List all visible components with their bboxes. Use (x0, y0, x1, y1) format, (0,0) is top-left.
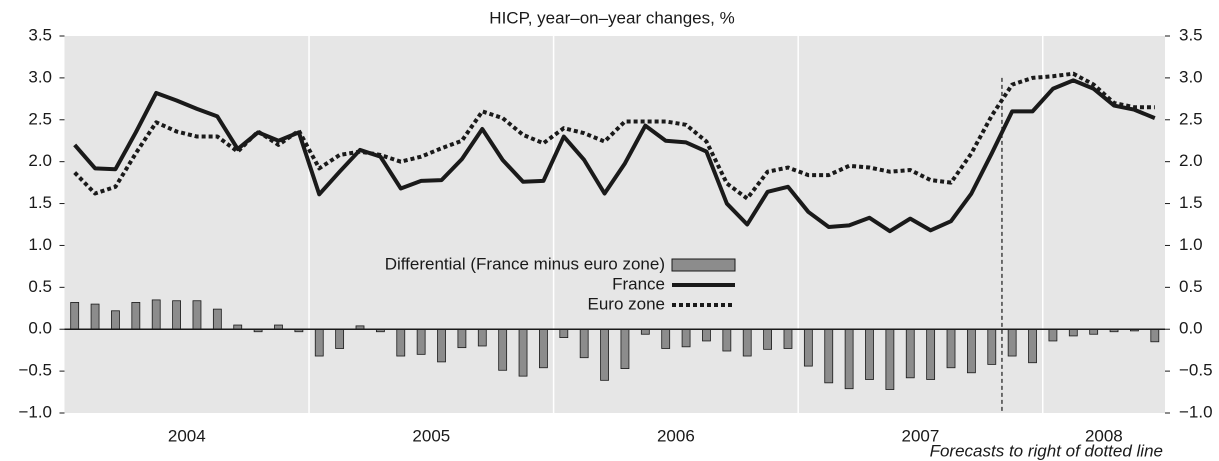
bar (722, 328, 732, 352)
x-tick-label: 2007 (902, 426, 940, 445)
y2-tick-label: 2.0 (1179, 151, 1203, 170)
legend-swatch (671, 258, 736, 272)
y2-tick-label: 3.0 (1179, 67, 1203, 86)
bar (70, 302, 80, 330)
bar (111, 310, 120, 330)
bar (457, 328, 467, 349)
bar (681, 328, 691, 348)
bar (966, 328, 976, 374)
y2-tick-label: 0.5 (1179, 277, 1203, 296)
bar (396, 328, 406, 357)
chart-title: HICP, year–on–year changes, % (489, 8, 734, 27)
bar (783, 328, 793, 349)
bar (661, 328, 671, 349)
bar (314, 328, 324, 357)
bar (987, 328, 997, 365)
bar (1007, 328, 1017, 357)
bar (905, 328, 915, 379)
bar (640, 328, 650, 335)
bar (498, 328, 508, 371)
bar (865, 328, 874, 380)
bar (477, 328, 487, 347)
legend-label: Euro zone (588, 294, 666, 313)
bar (539, 328, 548, 369)
bar (824, 328, 834, 384)
y-tick-label: 1.0 (28, 235, 52, 254)
bar (518, 328, 528, 377)
y2-tick-label: −1.0 (1179, 402, 1213, 421)
y2-tick-label: 2.5 (1179, 109, 1203, 128)
y2-tick-label: 1.0 (1179, 235, 1203, 254)
bar (702, 328, 711, 342)
bar (437, 328, 446, 363)
y-tick-label: −0.5 (18, 361, 52, 380)
bar (803, 328, 813, 367)
bar (1048, 328, 1058, 342)
legend-label: France (612, 274, 665, 293)
bar (946, 328, 956, 369)
y-tick-label: 1.5 (28, 193, 52, 212)
legend-label: Differential (France minus euro zone) (385, 254, 665, 273)
bar (620, 328, 630, 369)
bar (151, 299, 161, 330)
bar (1089, 328, 1099, 335)
bar (742, 328, 752, 357)
x-tick-label: 2005 (412, 426, 450, 445)
x-tick-label: 2008 (1085, 426, 1123, 445)
plot-area (64, 36, 1165, 413)
bar (579, 328, 589, 359)
bar (885, 328, 895, 390)
y2-tick-label: −0.5 (1179, 361, 1213, 380)
bar (844, 328, 854, 390)
x-tick-label: 2006 (657, 426, 695, 445)
bar (416, 328, 426, 355)
y2-tick-label: 3.5 (1179, 25, 1203, 44)
bar (335, 328, 345, 349)
bar (559, 328, 569, 339)
bar (172, 300, 181, 330)
y2-tick-label: 1.5 (1179, 193, 1203, 212)
bar (212, 308, 222, 330)
y-tick-label: 3.0 (28, 67, 52, 86)
y-tick-label: 2.5 (28, 109, 52, 128)
y-tick-label: 0.0 (28, 319, 52, 338)
bar (600, 328, 609, 381)
y-tick-label: 3.5 (28, 25, 52, 44)
y2-tick-label: 0.0 (1179, 319, 1203, 338)
y-tick-label: −1.0 (18, 402, 52, 421)
x-tick-label: 2004 (168, 426, 206, 445)
bar (90, 303, 100, 330)
bar (192, 300, 202, 330)
y-tick-label: 0.5 (28, 277, 52, 296)
bar (763, 328, 772, 350)
bar (1028, 328, 1037, 364)
bar (926, 328, 936, 380)
bar (131, 302, 141, 330)
bar (1150, 328, 1160, 343)
line (73, 71, 1155, 201)
footnote: Forecasts to right of dotted line (930, 441, 1163, 460)
bar (1068, 328, 1078, 337)
y-tick-label: 2.0 (28, 151, 52, 170)
